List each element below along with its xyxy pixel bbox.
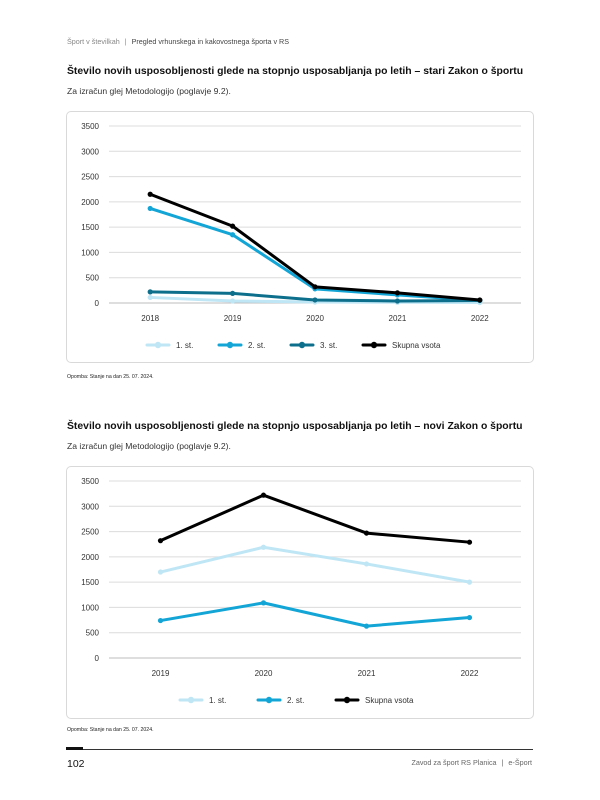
data-point [260, 492, 267, 498]
y-tick-label: 1500 [81, 578, 99, 587]
data-point [363, 623, 370, 629]
legend-label: 2. st. [248, 341, 265, 350]
chart-2-panel: 0 500 1000 1500 2000 2500 3000 3500 2019 2020 2021… [66, 466, 534, 719]
legend-swatch-marker [265, 696, 273, 704]
x-tick-label: 2022 [461, 669, 479, 678]
chart-1-panel: 0 500 1000 1500 2000 2500 3000 3500 2018 2019 2020… [66, 111, 534, 363]
data-point [260, 544, 267, 550]
footer-accent [66, 747, 83, 750]
data-point [466, 614, 473, 621]
legend-label: 1. st. [176, 341, 193, 350]
y-tick-label: 500 [86, 629, 100, 638]
legend-swatch-marker [187, 696, 195, 704]
page-header: Šport v številkah | Pregled vrhunskega in … [67, 37, 289, 46]
x-tick-label: 2021 [358, 669, 376, 678]
data-point [394, 290, 400, 296]
legend-swatch-marker [226, 341, 234, 349]
y-tick-label: 3000 [81, 502, 99, 511]
legend-label: 3. st. [320, 341, 337, 350]
legend-label: Skupna vsota [365, 696, 414, 705]
data-point [147, 205, 153, 212]
data-point [312, 297, 318, 303]
x-tick-label: 2020 [306, 314, 324, 323]
page-number: 102 [67, 758, 85, 770]
data-point [147, 294, 153, 301]
legend-swatch-marker [343, 696, 351, 704]
data-point [260, 600, 267, 606]
x-tick-label: 2019 [152, 669, 170, 678]
data-point [230, 298, 236, 304]
y-tick-label: 1500 [81, 223, 99, 232]
footer-product: e-Šport [508, 758, 532, 767]
data-point [477, 297, 483, 303]
y-tick-label: 500 [86, 274, 100, 283]
data-point [157, 617, 164, 624]
data-point [157, 569, 164, 575]
header-separator: | [124, 37, 127, 46]
legend-swatch-marker [370, 341, 378, 349]
y-tick-label: 0 [95, 654, 100, 663]
chart-1-heading: Število novih usposobljenosti glede na s… [67, 66, 524, 77]
chart-1-subheading: Za izračun glej Metodologijo (poglavje 9… [67, 86, 231, 96]
x-tick-label: 2019 [224, 314, 242, 323]
data-point [230, 223, 236, 229]
data-point [466, 539, 473, 545]
y-tick-label: 3500 [81, 122, 99, 131]
x-tick-label: 2021 [389, 314, 407, 323]
header-section: Šport v številkah [67, 37, 120, 46]
legend-label: 2. st. [287, 696, 304, 705]
footer-separator: | [501, 758, 504, 767]
data-point [394, 298, 400, 304]
x-tick-label: 2022 [471, 314, 489, 323]
legend-swatch-marker [154, 341, 162, 349]
legend-label: 1. st. [209, 696, 226, 705]
data-point [147, 191, 153, 197]
data-point [466, 579, 473, 585]
footer-divider [66, 749, 533, 750]
data-point [230, 232, 236, 238]
x-tick-label: 2018 [141, 314, 159, 323]
y-tick-label: 2000 [81, 553, 99, 562]
x-tick-label: 2020 [255, 669, 273, 678]
chart-2-subheading: Za izračun glej Metodologijo (poglavje 9… [67, 441, 231, 451]
chart-2-svg: 0 500 1000 1500 2000 2500 3000 3500 2019 2020 2021… [81, 477, 521, 705]
chart-1-note: Opomba: Stanje na dan 25. 07. 2024. [67, 374, 154, 380]
data-point [363, 530, 370, 536]
y-tick-label: 3000 [81, 147, 99, 156]
y-tick-label: 1000 [81, 603, 99, 612]
data-point [147, 289, 153, 295]
series-line [159, 545, 471, 584]
data-point [230, 290, 236, 296]
series-line [159, 601, 471, 628]
data-point [363, 561, 370, 567]
series-line [159, 493, 471, 544]
series-line [148, 192, 482, 302]
legend-label: Skupna vsota [392, 341, 441, 350]
y-tick-label: 0 [95, 299, 100, 308]
header-title: Pregled vrhunskega in kakovostnega šport… [131, 37, 290, 46]
footer-publisher: Zavod za šport RS Planica | e-Šport [411, 758, 532, 767]
y-tick-label: 2000 [81, 198, 99, 207]
chart-2-heading: Število novih usposobljenosti glede na s… [67, 421, 523, 432]
y-tick-label: 3500 [81, 477, 99, 486]
y-tick-label: 1000 [81, 248, 99, 257]
legend-swatch-marker [298, 341, 306, 349]
data-point [312, 284, 318, 290]
y-tick-label: 2500 [81, 173, 99, 182]
chart-1-svg: 0 500 1000 1500 2000 2500 3000 3500 2018 2019 2020… [81, 122, 521, 350]
y-tick-label: 2500 [81, 528, 99, 537]
chart-2-note: Opomba: Stanje na dan 25. 07. 2024. [67, 727, 154, 733]
data-point [157, 538, 164, 544]
footer-publisher-name: Zavod za šport RS Planica [411, 758, 497, 767]
